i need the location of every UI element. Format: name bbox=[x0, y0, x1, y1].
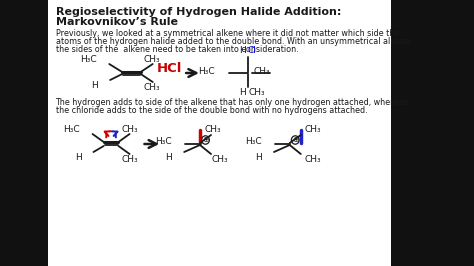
Text: the sides of the  alkene need to be taken into consideration.: the sides of the alkene need to be taken… bbox=[55, 45, 298, 54]
Text: CH₃: CH₃ bbox=[304, 155, 321, 164]
Text: H₃C: H₃C bbox=[198, 66, 215, 76]
Text: H: H bbox=[239, 46, 246, 55]
Text: the chloride adds to the side of the double bond with no hydrogens attached.: the chloride adds to the side of the dou… bbox=[55, 106, 367, 115]
Text: HCl: HCl bbox=[157, 61, 182, 74]
Text: CH₃: CH₃ bbox=[304, 124, 321, 134]
Text: atoms of the hydrogen halide added to the double bond. With an unsymmetrical alk: atoms of the hydrogen halide added to th… bbox=[55, 37, 411, 46]
Text: H: H bbox=[239, 88, 246, 97]
Text: H: H bbox=[75, 152, 82, 161]
Text: H: H bbox=[91, 81, 98, 89]
Bar bbox=[48, 0, 391, 266]
Text: The hydrogen adds to side of the alkene that has only one hydrogen attached, whe: The hydrogen adds to side of the alkene … bbox=[55, 98, 408, 107]
Text: Cl: Cl bbox=[247, 46, 256, 55]
Text: CH₃: CH₃ bbox=[254, 66, 270, 76]
Text: H₃C: H₃C bbox=[80, 56, 96, 64]
Text: H: H bbox=[165, 152, 172, 161]
Text: CH₃: CH₃ bbox=[205, 124, 221, 134]
Text: ⊕: ⊕ bbox=[292, 135, 299, 144]
Text: CH₃: CH₃ bbox=[121, 124, 138, 134]
Text: CH₃: CH₃ bbox=[144, 56, 160, 64]
Text: H₃C: H₃C bbox=[246, 138, 262, 147]
Text: CH₃: CH₃ bbox=[248, 88, 264, 97]
Text: Regioselectivity of Hydrogen Halide Addition:: Regioselectivity of Hydrogen Halide Addi… bbox=[55, 7, 341, 17]
Text: Previously, we looked at a symmetrical alkene where it did not matter which side: Previously, we looked at a symmetrical a… bbox=[55, 29, 399, 38]
Text: CH₃: CH₃ bbox=[211, 155, 228, 164]
Text: H: H bbox=[255, 152, 262, 161]
Text: H₃C: H₃C bbox=[63, 124, 80, 134]
Text: Markovnikov’s Rule: Markovnikov’s Rule bbox=[55, 17, 178, 27]
Text: H₃C: H₃C bbox=[155, 138, 172, 147]
Text: CH₃: CH₃ bbox=[144, 82, 160, 92]
Text: ⊕: ⊕ bbox=[202, 135, 209, 144]
Text: CH₃: CH₃ bbox=[121, 155, 138, 164]
